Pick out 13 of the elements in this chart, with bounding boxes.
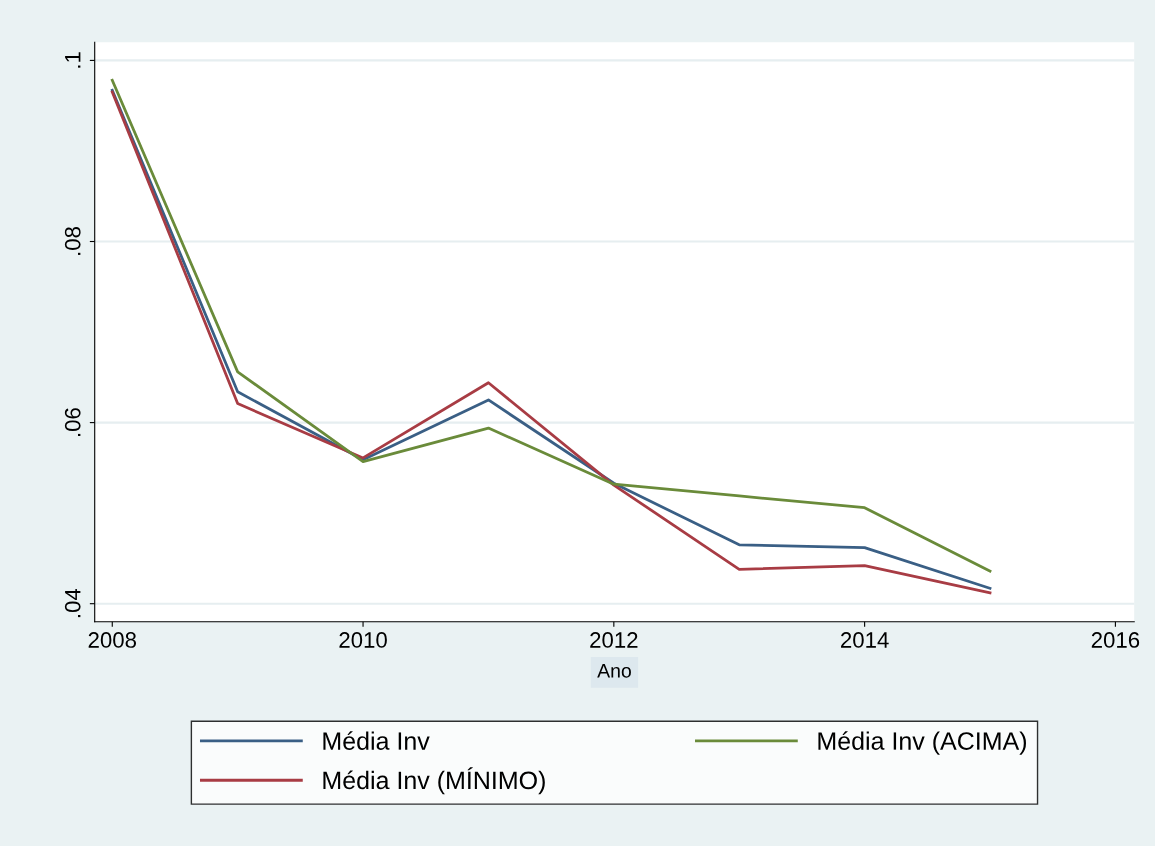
y-tick-label: .06 — [64, 408, 81, 437]
legend-label: Média Inv — [323, 731, 430, 750]
x-axis-title: Ano — [597, 664, 631, 678]
legend-label: Média Inv (ACIMA) — [818, 731, 1026, 755]
y-tick-label: .08 — [64, 227, 81, 255]
y-tick-label: .04 — [64, 588, 81, 618]
y-tick-label: .1 — [65, 52, 81, 68]
x-tick-label: 2016 — [1091, 632, 1140, 648]
x-tick-label: 2010 — [339, 632, 387, 648]
x-tick-label: 2012 — [590, 632, 638, 648]
x-tick-label: 2014 — [841, 632, 889, 648]
legend-label: Média Inv (MÍNIMO) — [323, 767, 545, 795]
x-tick-label: 2008 — [88, 632, 137, 648]
